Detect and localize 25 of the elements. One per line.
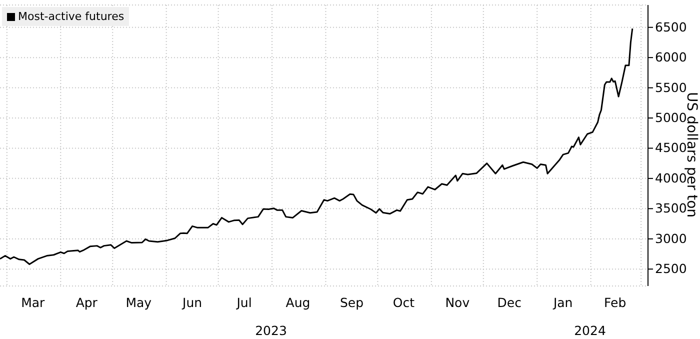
text: 2023 [254, 323, 288, 338]
y-tick-label: 3000 [655, 230, 687, 246]
x-tick-label: Jan [552, 295, 573, 310]
x-tick-label: Jun [182, 295, 202, 310]
x-tick-label: Aug [286, 295, 310, 310]
x-tick-label: May [126, 295, 152, 310]
x-tick-label: Sep [340, 295, 364, 310]
text: 2024 [573, 323, 607, 338]
x-tick-label: Jul [236, 295, 252, 310]
y-tick-label: 4500 [655, 140, 687, 156]
y-tick-label: 6000 [655, 50, 687, 65]
y-tick-label: 3500 [655, 200, 687, 216]
x-tick-label: Feb [604, 295, 626, 310]
y-tick-label: 5500 [655, 80, 687, 95]
x-tick-label: Nov [445, 295, 470, 310]
y-tick-label: 2500 [655, 261, 687, 276]
y-tick-label: 6500 [655, 19, 687, 34]
line-series [0, 28, 634, 265]
x-tick-label: Oct [392, 295, 415, 310]
y-tick-label: 4000 [655, 170, 687, 186]
legend-label: Most-active futures [18, 10, 124, 23]
x-tick-label: Mar [21, 295, 46, 310]
x-tick-label: Dec [497, 295, 522, 310]
x-tick-label: Apr [76, 295, 98, 310]
y-tick-label: 5000 [655, 110, 687, 126]
